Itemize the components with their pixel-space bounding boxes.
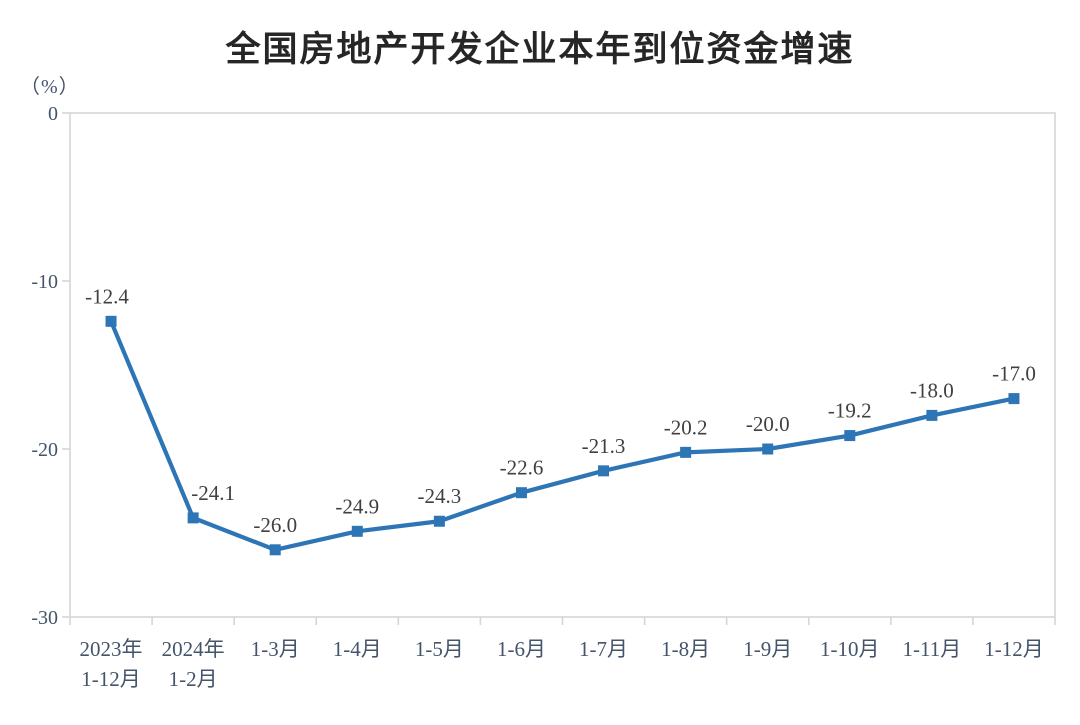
data-point-marker (1008, 393, 1020, 405)
data-point-marker (187, 512, 199, 524)
x-axis-label: 1-8月 (661, 637, 710, 661)
data-point-label: -24.1 (191, 481, 235, 505)
x-axis-label: 2024年 1-2月 (162, 637, 225, 691)
y-axis-tick-label: -20 (31, 439, 58, 461)
y-axis-unit-label: （%） (20, 76, 80, 98)
x-axis-label: 1-10月 (820, 637, 880, 661)
data-point-label: -26.0 (253, 513, 297, 537)
data-point-marker (105, 315, 117, 327)
data-point-label: -21.3 (582, 434, 626, 458)
x-axis-label: 1-9月 (743, 637, 792, 661)
data-point-marker (515, 487, 527, 499)
data-point-label: -24.9 (335, 494, 379, 518)
data-point-marker (598, 465, 610, 477)
data-point-marker (762, 443, 774, 455)
data-point-marker (680, 446, 692, 458)
x-axis-label: 1-6月 (497, 637, 546, 661)
data-point-label: -17.0 (992, 362, 1036, 386)
x-axis-label: 1-12月 (984, 637, 1044, 661)
x-axis-label: 2023年 1-12月 (80, 637, 143, 691)
data-point-label: -24.3 (418, 484, 462, 508)
data-point-marker (351, 525, 363, 537)
data-point-marker (269, 544, 281, 556)
x-axis-label: 1-3月 (251, 637, 300, 661)
x-axis-label: 1-7月 (579, 637, 628, 661)
data-point-label: -22.6 (500, 456, 544, 480)
y-axis-tick-label: -30 (31, 607, 58, 629)
data-line-series (108, 319, 1017, 552)
y-axis-tick-label: 0 (48, 103, 58, 125)
x-axis-label: 1-4月 (333, 637, 382, 661)
data-point-label: -20.2 (664, 415, 708, 439)
y-axis-tick-label: -10 (31, 271, 58, 293)
data-point-label: -19.2 (828, 399, 872, 423)
data-point-label: -18.0 (910, 378, 954, 402)
x-axis-label: 1-5月 (415, 637, 464, 661)
data-point-marker (844, 430, 856, 442)
data-point-label: -12.4 (85, 284, 129, 308)
data-point-marker (433, 515, 445, 527)
chart-title: 全国房地产开发企业本年到位资金增速 (225, 30, 855, 69)
data-point-marker (926, 409, 938, 421)
data-point-label: -20.0 (746, 412, 790, 436)
x-axis-label: 1-11月 (903, 637, 962, 661)
plot-border (69, 112, 1056, 618)
